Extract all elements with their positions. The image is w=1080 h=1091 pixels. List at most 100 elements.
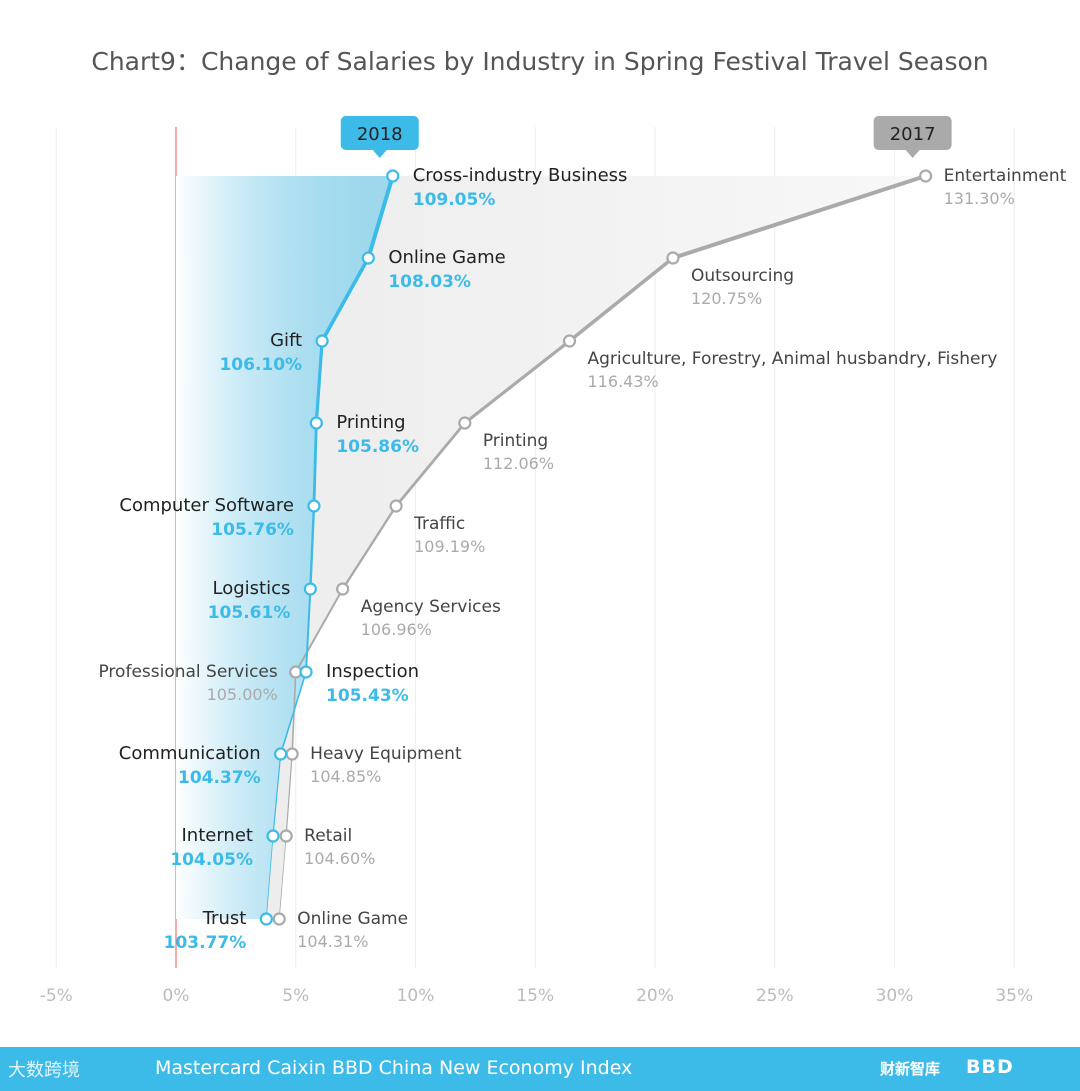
data-point-2018[interactable]: [299, 665, 313, 679]
x-tick-label: 35%: [995, 986, 1033, 1006]
legend-badge-2017-label: 2017: [890, 124, 936, 145]
data-point-2018[interactable]: [307, 499, 321, 513]
data-point-2017[interactable]: [458, 416, 472, 430]
series-2017-line-segment: [341, 504, 398, 591]
label-2018-industry: Internet: [182, 825, 253, 846]
label-2018-industry: Printing: [336, 412, 405, 433]
label-2017-value: 104.31%: [297, 932, 368, 951]
data-point-2017[interactable]: [389, 499, 403, 513]
label-2017-industry: Traffic: [413, 514, 465, 534]
caixin-insight-logo: 财新智库: [880, 1060, 941, 1078]
legend-badge-2018-pointer: [372, 150, 387, 158]
data-point-2018[interactable]: [259, 912, 273, 926]
legend-badge-2017-pointer: [905, 150, 920, 158]
series-2018-line-segment: [305, 588, 312, 673]
label-2017-value: 116.43%: [587, 372, 658, 391]
label-2018-value: 106.10%: [219, 355, 302, 375]
data-point-2017[interactable]: [285, 747, 299, 761]
series-2017-line-segment: [463, 339, 572, 425]
data-point-2017[interactable]: [919, 169, 933, 183]
label-2017-industry: Printing: [483, 431, 548, 451]
label-2018-value: 104.37%: [178, 768, 261, 788]
series-2017-line-segment: [567, 256, 675, 343]
label-2018-industry: Trust: [202, 908, 247, 929]
label-2018-value: 105.86%: [336, 437, 419, 457]
label-2017-value: 105.00%: [207, 685, 278, 704]
data-point-2018[interactable]: [309, 416, 323, 430]
x-tick-label: 10%: [397, 986, 435, 1006]
data-point-2018[interactable]: [303, 582, 317, 596]
chart-svg: Cross-industry Business 109.05% Online Gam…: [40, 116, 1067, 1006]
bbd-logo: BBD: [966, 1056, 1014, 1078]
label-2018-value: 109.05%: [413, 190, 496, 210]
label-2017-value: 120.75%: [691, 289, 762, 308]
label-2018-industry: Online Game: [388, 247, 505, 268]
footer-text: Mastercard Caixin BBD China New Economy …: [155, 1057, 633, 1079]
x-tick-label: 25%: [756, 986, 794, 1006]
label-2017-industry: Retail: [304, 826, 352, 846]
series-2018-line-segment: [320, 256, 371, 343]
label-2018-value: 105.61%: [208, 603, 291, 623]
label-2017-industry: Outsourcing: [691, 266, 794, 286]
series-2017-line-segment: [670, 174, 928, 260]
label-2017-industry: Agriculture, Forestry, Animal husbandry,…: [587, 349, 997, 369]
legend-badge-2018-box: [340, 116, 419, 150]
data-point-2018[interactable]: [315, 334, 329, 348]
label-2018-value: 105.76%: [211, 520, 294, 540]
label-2018-industry: Computer Software: [119, 495, 294, 516]
label-2017-value: 131.30%: [944, 189, 1015, 208]
series-2018-line-segment: [312, 421, 318, 508]
series-2018-line-segment: [279, 671, 307, 755]
x-tick-label: 30%: [876, 986, 914, 1006]
series-2017-line-segment: [278, 835, 287, 920]
data-point-2018[interactable]: [266, 829, 280, 843]
label-2018-value: 103.77%: [164, 933, 247, 953]
series-2018-line-segment: [314, 339, 324, 425]
area-2018: [176, 176, 393, 919]
data-point-2017[interactable]: [336, 582, 350, 596]
label-2017-value: 109.19%: [414, 537, 485, 556]
data-point-2018[interactable]: [274, 747, 288, 761]
label-2018-industry: Gift: [270, 330, 302, 351]
data-point-2017[interactable]: [562, 334, 577, 348]
label-2017-industry: Entertainment: [944, 166, 1067, 186]
series-2017-line-segment: [394, 421, 467, 508]
series-2018-line-segment: [366, 174, 395, 260]
series-2018-line-segment: [265, 835, 274, 920]
label-2017-industry: Heavy Equipment: [310, 744, 462, 764]
watermark-logo: 大数跨境: [8, 1060, 80, 1081]
label-2017-value: 112.06%: [483, 454, 554, 473]
legend-badge-2018-label: 2018: [357, 124, 403, 145]
label-2017-industry: Professional Services: [98, 662, 277, 682]
data-point-2017[interactable]: [666, 251, 680, 265]
x-tick-label: 0%: [163, 986, 190, 1006]
series-2017-line-segment: [285, 753, 293, 837]
label-2017-value: 104.60%: [304, 849, 375, 868]
label-2018-industry: Cross-industry Business: [413, 165, 628, 186]
label-2017-value: 104.85%: [310, 767, 381, 786]
series-2018-line-segment: [272, 753, 282, 837]
label-2018-value: 105.43%: [326, 686, 409, 706]
chart-title: Chart9：Change of Salaries by Industry in…: [91, 47, 989, 76]
footer-bar: 大数跨境 Mastercard Caixin BBD China New Eco…: [0, 1047, 1080, 1091]
label-2018-industry: Logistics: [212, 578, 290, 599]
x-tick-label: 5%: [282, 986, 309, 1006]
data-point-2017[interactable]: [272, 912, 286, 926]
series-2018-line-segment: [309, 504, 316, 591]
label-2018-value: 108.03%: [388, 272, 471, 292]
series-2017-line-segment: [294, 588, 344, 673]
label-2018-industry: Communication: [119, 743, 261, 764]
data-point-2018[interactable]: [361, 251, 375, 265]
area-2017: [176, 176, 926, 919]
x-tick-label: -5%: [40, 986, 73, 1006]
data-point-2017[interactable]: [279, 829, 293, 843]
label-2018-value: 104.05%: [170, 850, 253, 870]
data-point-2018[interactable]: [386, 169, 400, 183]
label-2017-industry: Online Game: [297, 909, 408, 929]
x-tick-label: 15%: [516, 986, 554, 1006]
label-2017-industry: Agency Services: [361, 597, 501, 617]
label-2018-industry: Inspection: [326, 661, 419, 682]
x-tick-label: 20%: [636, 986, 674, 1006]
legend-badge-2017-box: [873, 116, 952, 150]
label-2017-value: 106.96%: [361, 620, 432, 639]
